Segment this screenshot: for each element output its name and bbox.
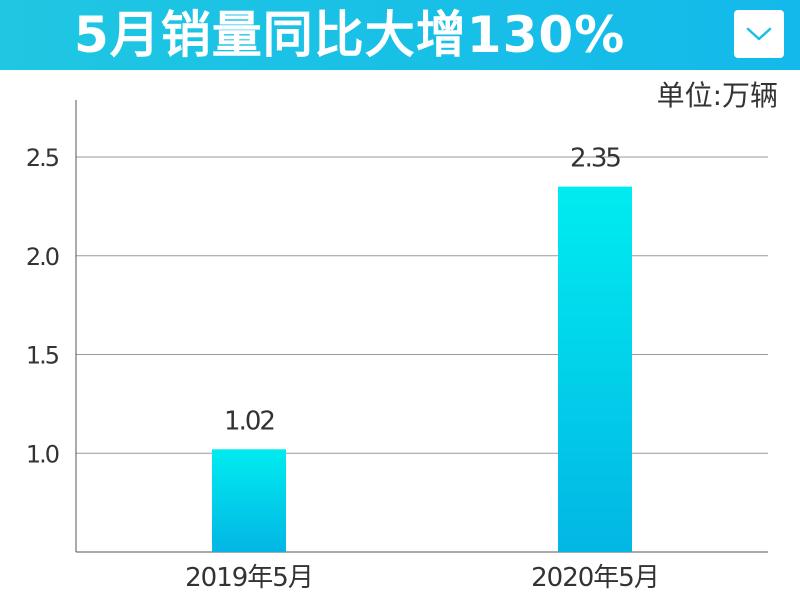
y-tick-label: 1.0 — [26, 440, 59, 468]
y-tick-label: 2.0 — [26, 243, 59, 271]
axis-layer: 1.0 1.5 2.0 2.5 — [26, 100, 768, 553]
y-tick-label: 2.5 — [26, 144, 59, 172]
bar — [212, 449, 286, 552]
bar-chart: 单位:万辆 1.0 1.5 2.0 2.5 1.02 2019年5月 2.35 2020年5… — [26, 79, 778, 593]
label-layer: 1.02 2019年5月 2.35 2020年5月 — [185, 144, 660, 593]
x-category-label: 2019年5月 — [185, 563, 313, 593]
chevron-down-icon — [746, 27, 772, 41]
unit-label: 单位:万辆 — [657, 79, 778, 112]
dropdown-button[interactable] — [734, 10, 784, 58]
data-label: 1.02 — [224, 406, 274, 436]
bar — [558, 186, 632, 552]
y-tick-label: 1.5 — [26, 342, 59, 370]
x-category-label: 2020年5月 — [531, 563, 659, 593]
data-label: 2.35 — [570, 144, 620, 174]
chart-title: 5月销量同比大增130% — [74, 6, 626, 64]
bar-layer — [212, 186, 632, 552]
grid-layer — [76, 156, 768, 454]
header-banner: 5月销量同比大增130% — [0, 0, 800, 70]
